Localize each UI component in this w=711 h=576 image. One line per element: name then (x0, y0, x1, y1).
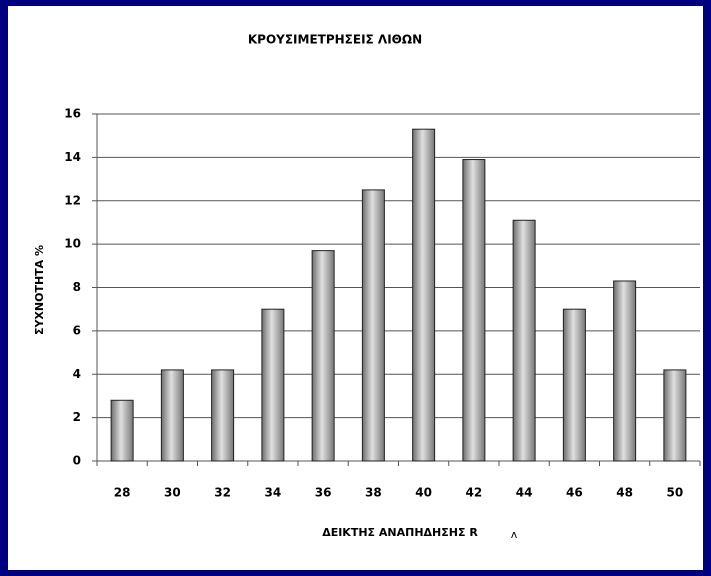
bar (110, 399, 134, 462)
bar (211, 369, 235, 462)
x-tick-label: 50 (667, 486, 684, 500)
x-tick-label: 48 (616, 486, 633, 500)
x-axis-label: ΔΕΙΚΤΗΣ ΑΝΑΠΗΔΗΣΗΣ R (322, 526, 478, 539)
y-tick-label: 16 (64, 107, 81, 121)
y-tick-label: 4 (73, 367, 81, 381)
y-tick-label: 12 (64, 193, 81, 207)
bar (462, 159, 486, 462)
bar (160, 369, 184, 462)
x-axis-label-mark: ʌ (511, 528, 518, 541)
y-tick-label: 14 (64, 150, 81, 164)
bar (412, 128, 436, 462)
x-tick-label: 28 (114, 486, 131, 500)
y-axis-label: ΣΥΧΝΟΤΗΤΑ % (33, 245, 46, 335)
bar (663, 369, 687, 462)
bar (261, 308, 285, 462)
bar (613, 280, 637, 462)
x-tick-label: 32 (214, 486, 231, 500)
x-tick-label: 30 (164, 486, 181, 500)
y-tick-label: 10 (64, 237, 81, 251)
bar (512, 219, 536, 462)
x-tick-label: 40 (415, 486, 432, 500)
y-tick-label: 0 (73, 454, 81, 468)
x-tick-label: 34 (265, 486, 282, 500)
x-tick-label: 36 (315, 486, 332, 500)
x-tick-label: 42 (466, 486, 483, 500)
y-tick-label: 8 (73, 280, 81, 294)
bar (311, 250, 335, 462)
x-tick-label: 38 (365, 486, 382, 500)
bar (562, 308, 586, 462)
bar (361, 189, 385, 462)
x-tick-label: 44 (516, 486, 533, 500)
y-tick-label: 6 (73, 323, 81, 337)
y-tick-label: 2 (73, 410, 81, 424)
x-tick-label: 46 (566, 486, 583, 500)
chart-title: ΚΡΟΥΣΙΜΕΤΡΗΣΕΙΣ ΛΙΘΩΝ (248, 33, 422, 47)
